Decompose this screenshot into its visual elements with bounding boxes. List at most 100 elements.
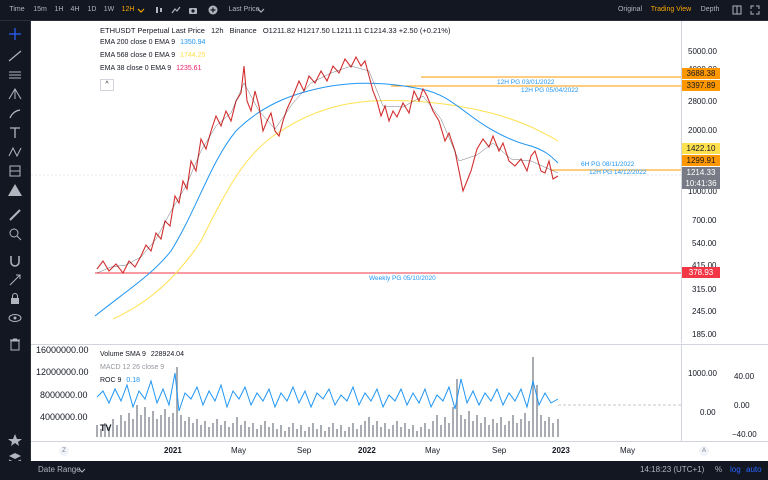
price-tick: 185.00 xyxy=(692,330,717,339)
stay-drawing-icon[interactable] xyxy=(7,273,23,287)
lock-icon[interactable] xyxy=(7,292,23,306)
clock[interactable]: 14:18:23 (UTC+1) xyxy=(640,465,705,474)
text-icon[interactable] xyxy=(7,126,23,140)
pitchfork-icon[interactable] xyxy=(7,87,23,101)
trend-line-icon[interactable] xyxy=(7,49,23,63)
time-tick: May xyxy=(231,446,247,455)
star-icon[interactable] xyxy=(7,433,23,447)
price-tag-1299: 1299.91 xyxy=(682,155,720,166)
ema38-label: EMA 38 close 0 EMA 9 xyxy=(100,65,172,72)
view-original[interactable]: Original xyxy=(617,6,643,13)
ruler-icon[interactable] xyxy=(7,208,23,222)
ema200-legend[interactable]: EMA 200 close 0 EMA 9 1350.94 xyxy=(100,39,205,46)
time-tick-2021: 2021 xyxy=(164,446,182,455)
roc-line xyxy=(96,372,559,412)
crosshair-icon[interactable] xyxy=(7,27,23,41)
ema568-value: 1744.25 xyxy=(180,52,206,59)
view-trading-view[interactable]: Trading View xyxy=(650,6,692,13)
prediction-icon[interactable] xyxy=(7,164,23,178)
warning-icon[interactable] xyxy=(7,183,23,197)
candles-icon[interactable] xyxy=(154,5,164,15)
collapse-legend-button[interactable]: ^ xyxy=(100,79,114,91)
indicator-axis[interactable]: 1000.00 0.00 40.00 0.00 −40.00 xyxy=(681,344,768,441)
roc-tick: 40.00 xyxy=(734,372,755,381)
price-tag-1422: 1422.10 xyxy=(682,143,720,154)
interval-1d[interactable]: 1D xyxy=(87,6,97,13)
volume-tick: 12000000.00 xyxy=(36,367,89,377)
price-chart-svg xyxy=(31,55,681,320)
indicator-pane[interactable]: Volume SMA 9 228924.04 MACD 12 26 close … xyxy=(31,344,681,441)
macd-tick: 1000.00 xyxy=(688,369,717,378)
drawing-toolbar xyxy=(0,21,31,464)
magnet-icon[interactable] xyxy=(7,254,23,268)
percent-toggle[interactable]: % xyxy=(715,465,723,474)
auto-toggle[interactable]: auto xyxy=(746,465,762,474)
volume-tick: 8000000.00 xyxy=(40,390,88,400)
date-range-button[interactable]: Date Range xyxy=(38,465,81,474)
ema568-label: EMA 568 close 0 EMA 9 xyxy=(100,52,176,59)
ema568-line xyxy=(112,100,559,320)
last-price-tag: 1214.33 xyxy=(682,167,720,178)
time-axis-left-button[interactable]: Z xyxy=(59,446,69,456)
roc-legend[interactable]: ROC 9 0.18 xyxy=(100,377,140,384)
horizontal-lines-icon[interactable] xyxy=(7,68,23,82)
macd-tick: 0.00 xyxy=(700,408,716,417)
interval-4h[interactable]: 4H xyxy=(70,6,80,13)
volume-bars xyxy=(96,357,559,437)
roc-tick: 0.00 xyxy=(734,401,750,410)
price-tick: 315.00 xyxy=(692,285,717,294)
indicators-icon[interactable] xyxy=(171,5,181,15)
volume-legend[interactable]: Volume SMA 9 228924.04 xyxy=(100,351,184,358)
interval-1w[interactable]: 1W xyxy=(103,6,115,13)
pattern-icon[interactable] xyxy=(7,145,23,159)
eye-icon[interactable] xyxy=(7,311,23,325)
add-icon[interactable] xyxy=(208,5,218,15)
interval-dropdown-icon[interactable] xyxy=(136,5,146,15)
interval-15m[interactable]: 15m xyxy=(33,6,47,13)
tradingview-logo: TV xyxy=(100,423,112,433)
price-tag-3688: 3688.38 xyxy=(682,68,720,79)
ema200-line xyxy=(94,82,559,317)
time-tick-2022: 2022 xyxy=(358,446,376,455)
time-axis-right-button[interactable]: A xyxy=(699,446,709,456)
price-tick: 2800.00 xyxy=(688,97,717,106)
weekly-label: Weekly PG 05/10/2020 xyxy=(369,275,436,282)
fullscreen-icon[interactable] xyxy=(750,5,760,15)
bar-countdown: 10:41:36 xyxy=(682,178,720,189)
time-tick: May xyxy=(425,446,441,455)
interval-1h[interactable]: 1H xyxy=(54,6,64,13)
time-axis[interactable]: Z 2021 May Sep 2022 May Sep 2023 May A xyxy=(31,441,768,462)
brush-icon[interactable] xyxy=(7,107,23,121)
volume-tick: 16000000.00 xyxy=(36,345,89,355)
price-tick: 1000.00 xyxy=(688,187,717,196)
ema38-line xyxy=(96,65,559,274)
roc-value: 0.18 xyxy=(126,377,140,384)
log-toggle[interactable]: log xyxy=(730,465,741,474)
price-tag-weekly: 378.93 xyxy=(682,267,720,278)
ema200-value: 1350.94 xyxy=(180,39,206,46)
symbol-interval: 12h xyxy=(211,26,224,35)
price-tag-3397: 3397.89 xyxy=(682,80,720,91)
chevron-down-icon[interactable] xyxy=(78,466,86,474)
price-candles xyxy=(96,55,559,275)
price-tick: 2000.00 xyxy=(688,126,717,135)
zoom-in-icon[interactable] xyxy=(7,227,23,241)
interval-12h[interactable]: 12H xyxy=(121,6,135,13)
ema568-legend[interactable]: EMA 568 close 0 EMA 9 1744.25 xyxy=(100,52,205,59)
ohlc-values: O1211.82 H1217.50 L1211.11 C1214.33 +2.5… xyxy=(262,26,451,35)
trash-icon[interactable] xyxy=(7,337,23,351)
view-depth[interactable]: Depth xyxy=(700,6,720,13)
layout-icon[interactable] xyxy=(732,5,742,15)
time-tick-2023: 2023 xyxy=(552,446,570,455)
price-tick: 5000.00 xyxy=(688,47,717,56)
ema38-legend[interactable]: EMA 38 close 0 EMA 9 1235.61 xyxy=(100,65,201,72)
pg4-label: 12H PG 14/12/2022 xyxy=(589,169,647,176)
price-chart[interactable]: ETHUSDT Perpetual Last Price 12h Binance… xyxy=(31,21,681,343)
chevron-down-icon[interactable] xyxy=(256,5,266,15)
macd-legend[interactable]: MACD 12 26 close 9 xyxy=(100,364,165,371)
camera-icon[interactable] xyxy=(188,5,198,15)
price-type-select[interactable]: Last Price xyxy=(228,6,260,13)
indicator-svg xyxy=(96,357,681,437)
volume-label: Volume SMA 9 xyxy=(100,351,146,358)
volume-value: 228924.04 xyxy=(150,351,184,358)
